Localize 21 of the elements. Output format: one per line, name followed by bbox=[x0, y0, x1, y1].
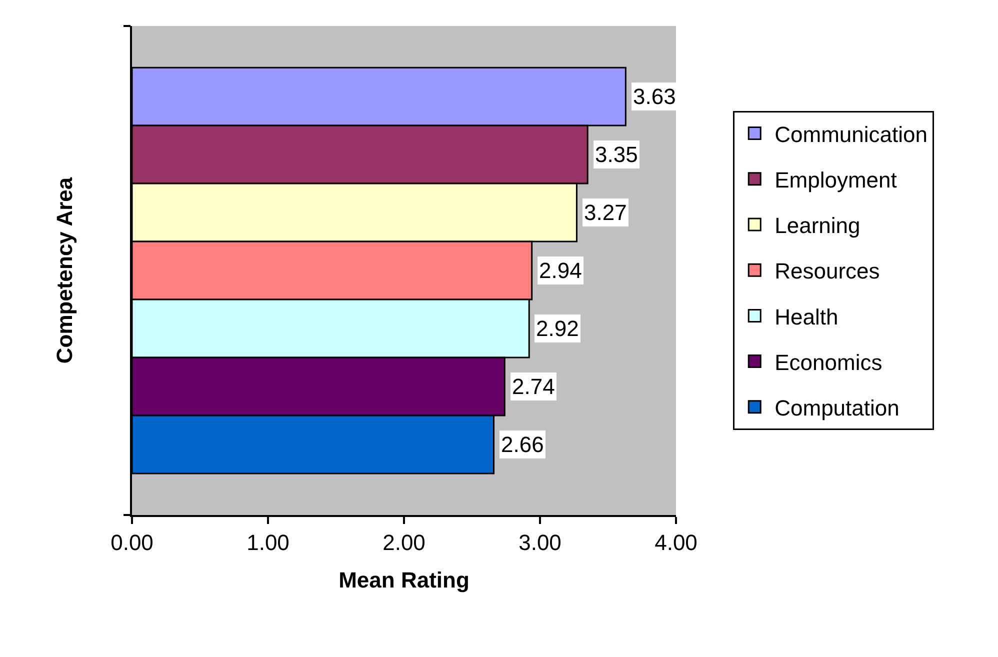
x-tick-label: 4.00 bbox=[654, 530, 698, 556]
data-label: 3.27 bbox=[584, 200, 627, 225]
y-axis-title: Competency Area bbox=[52, 176, 78, 364]
legend-label: Employment bbox=[774, 167, 897, 192]
legend-label: Resources bbox=[774, 258, 880, 284]
data-label: 2.94 bbox=[539, 258, 582, 283]
data-label: 2.66 bbox=[501, 432, 544, 457]
x-axis-title: Mean Rating bbox=[338, 568, 470, 593]
x-tick-label: 3.00 bbox=[518, 530, 562, 556]
x-tick-label: 2.00 bbox=[382, 530, 426, 556]
x-tick-label: 1.00 bbox=[246, 530, 290, 556]
legend-label: Learning bbox=[774, 213, 860, 238]
legend-label: Computation bbox=[774, 395, 900, 420]
data-label: 2.74 bbox=[512, 374, 555, 399]
data-label: 3.63 bbox=[633, 84, 676, 109]
x-tick-label: 0.00 bbox=[110, 530, 154, 556]
data-label: 3.35 bbox=[595, 142, 638, 167]
legend-label: Economics bbox=[774, 350, 882, 375]
legend-label: Communication bbox=[774, 122, 928, 147]
data-label: 2.92 bbox=[536, 316, 579, 341]
legend-label: Health bbox=[774, 304, 838, 330]
